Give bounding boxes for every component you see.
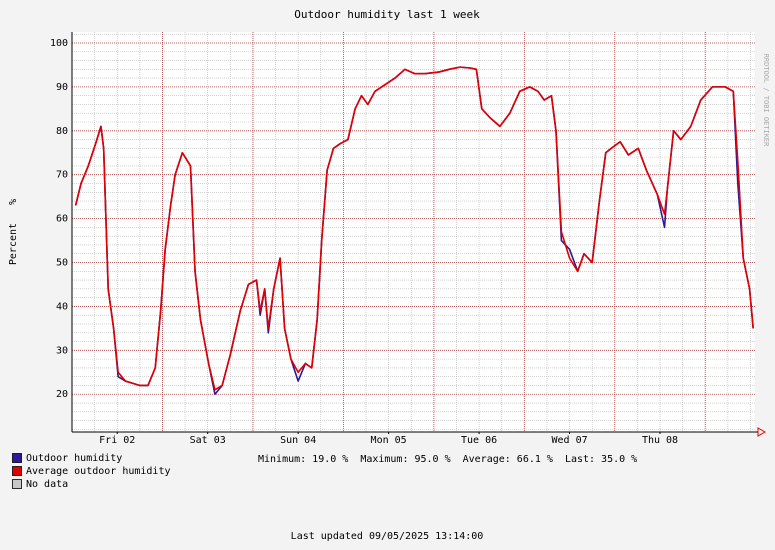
x-tick-label: Sun 04 [280,435,316,446]
axes [71,32,767,437]
axis-arrow [757,427,767,437]
x-tick-label: Thu 08 [642,435,678,446]
legend-swatch [12,453,22,463]
stat: Average: 66.1 % [463,454,553,465]
legend-swatch [12,479,22,489]
legend-swatch [12,466,22,476]
y-axis-label: Percent % [8,199,19,265]
chart-title: Outdoor humidity last 1 week [294,8,480,21]
y-tick-label: 50 [56,258,68,269]
y-tick-label: 40 [56,301,68,312]
grid: 20 30 40 50 60 70 80 90 100 Fri 02 Sat 03 Sun 04 Mon… [50,32,755,446]
x-tick-label: Wed 07 [551,435,587,446]
legend-label: Outdoor humidity [26,453,122,464]
x-tick-label: Fri 02 [99,435,135,446]
stats: Minimum: 19.0 % Maximum: 95.0 % Average: 6… [258,454,637,465]
plot-area [72,32,755,432]
stat: Minimum: 19.0 % [258,454,348,465]
x-tick-label: Mon 05 [371,435,407,446]
y-tick-label: 30 [56,345,68,356]
legend-label: Average outdoor humidity [26,466,171,477]
legend-label: No data [26,479,68,490]
legend: Outdoor humidity Average outdoor humidity… [12,453,171,490]
y-tick-label: 90 [56,82,68,93]
series-line [74,66,754,391]
footer: Last updated 09/05/2025 13:14:00 [291,531,484,542]
x-tick-label: Tue 06 [461,435,497,446]
stat: Last: 35.0 % [565,454,637,465]
stat: Maximum: 95.0 % [360,454,450,465]
y-tick-label: 60 [56,214,68,225]
lines [74,66,754,396]
y-tick-label: 80 [56,126,68,137]
y-tick-label: 70 [56,170,68,181]
y-tick-label: 100 [50,38,68,49]
y-tick-label: 20 [56,389,68,400]
x-tick-label: Sat 03 [190,435,226,446]
watermark: RRDTOOL / TOBI OETIKER [762,54,770,148]
